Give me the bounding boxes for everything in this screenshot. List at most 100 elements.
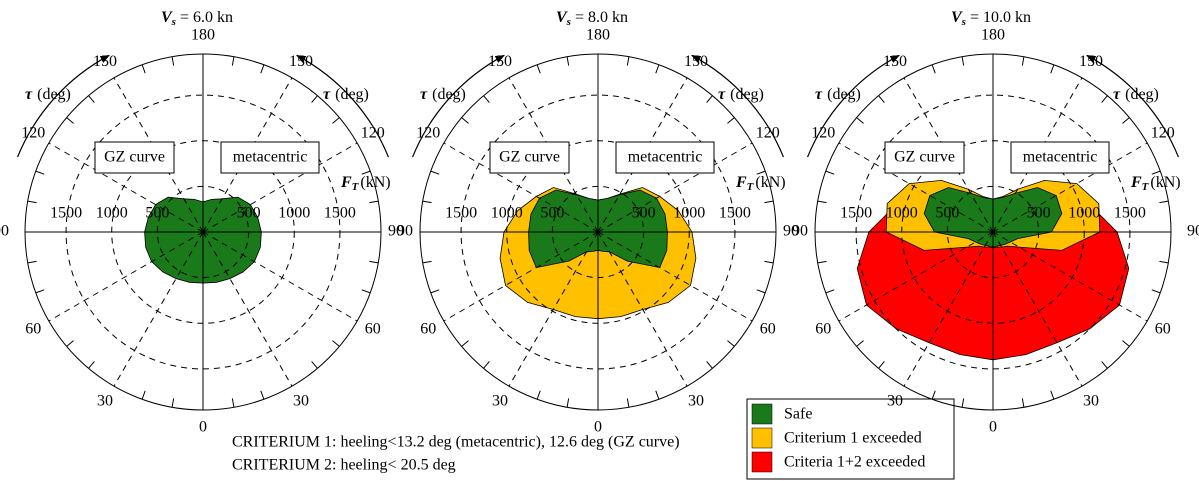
minor-tick xyxy=(817,200,827,204)
theta-tick-label: 30 xyxy=(1083,392,1099,409)
spoke xyxy=(443,142,599,233)
footnote: CRITERIUM 2: heeling< 20.5 deg xyxy=(232,457,456,474)
minor-tick xyxy=(856,117,864,124)
left-label: GZ curve xyxy=(499,149,560,166)
r-tick-label: 500 xyxy=(145,205,169,222)
theta-tick-label: 30 xyxy=(492,392,508,409)
r-label-unit: (kN) xyxy=(360,174,390,191)
minor-tick xyxy=(141,64,146,74)
r-label-var: F xyxy=(735,174,747,191)
r-label-var: F xyxy=(1130,174,1142,191)
minor-tick xyxy=(171,398,175,408)
minor-tick xyxy=(1021,56,1025,66)
minor-tick xyxy=(626,56,630,66)
title-sub: s xyxy=(171,16,176,28)
r-tick-label: 1000 xyxy=(1068,205,1100,222)
r-axis-label: FT (kN) xyxy=(1130,174,1181,193)
theta-tick-label: 0 xyxy=(199,419,207,436)
minor-tick xyxy=(817,260,827,264)
r-tick-label: 1500 xyxy=(445,205,477,222)
minor-tick xyxy=(825,170,835,175)
minor-tick xyxy=(311,95,318,103)
minor-tick xyxy=(764,260,774,264)
theta-tick-label: 150 xyxy=(684,53,708,70)
theta-tick-label: 60 xyxy=(1155,321,1171,338)
title-var: V xyxy=(161,9,173,26)
minor-tick xyxy=(566,398,570,408)
r-tick-label: 500 xyxy=(540,205,564,222)
spoke xyxy=(202,231,293,387)
minor-tick xyxy=(1159,200,1169,204)
theta-tick-label: 60 xyxy=(815,321,831,338)
minor-tick xyxy=(727,117,735,124)
theta-tick-label: 180 xyxy=(586,27,610,44)
minor-tick xyxy=(727,340,735,347)
legend-box xyxy=(746,398,955,480)
theta-axis-label: τ (deg) xyxy=(323,86,369,103)
theta-arrow xyxy=(1086,54,1179,158)
minor-tick xyxy=(332,340,340,347)
minor-tick xyxy=(1122,117,1130,124)
title-rest: = 10.0 kn xyxy=(970,9,1031,26)
minor-tick xyxy=(422,200,432,204)
minor-tick xyxy=(1021,398,1025,408)
theta-tick-label: 150 xyxy=(488,53,512,70)
minor-tick xyxy=(931,64,936,74)
r-label-unit: (kN) xyxy=(755,174,785,191)
title-sub: s xyxy=(566,16,571,28)
r-label-var: F xyxy=(340,174,352,191)
minor-tick xyxy=(35,170,45,175)
theta-tick-label: 150 xyxy=(289,53,313,70)
theta-axis-label: τ (deg) xyxy=(1113,86,1159,103)
spoke xyxy=(443,231,599,322)
minor-tick xyxy=(430,289,440,294)
r-tick-label: 1500 xyxy=(840,205,872,222)
minor-tick xyxy=(655,390,660,400)
chart-title: Vs = 8.0 kn xyxy=(556,9,628,28)
minor-tick xyxy=(756,289,766,294)
spoke xyxy=(202,231,358,322)
theta-label-var: τ xyxy=(323,86,331,103)
theta-tick-label: 60 xyxy=(365,321,381,338)
title-rest: = 8.0 kn xyxy=(575,9,628,26)
theta-tick-label: 90 xyxy=(783,223,799,240)
label-box xyxy=(615,141,715,174)
left-label: GZ curve xyxy=(104,149,165,166)
theta-label-var: τ xyxy=(420,86,428,103)
theta-label-var: τ xyxy=(718,86,726,103)
minor-tick xyxy=(483,361,490,369)
r-tick-label: 500 xyxy=(935,205,959,222)
theta-tick-label: 90 xyxy=(388,223,404,240)
theta-tick-label: 90 xyxy=(0,223,9,240)
r-label-sub: T xyxy=(1142,181,1150,193)
theta-label-unit: (deg) xyxy=(730,86,764,103)
theta-tick-label: 150 xyxy=(1079,53,1103,70)
theta-tick-label: 30 xyxy=(97,392,113,409)
theta-tick-label: 30 xyxy=(293,392,309,409)
legend-label: Criteria 1+2 exceeded xyxy=(784,454,925,471)
minor-tick xyxy=(171,56,175,66)
minor-tick xyxy=(1101,361,1108,369)
spoke xyxy=(48,231,204,322)
minor-tick xyxy=(422,260,432,264)
minor-tick xyxy=(961,398,965,408)
legend-swatch xyxy=(751,427,773,449)
r-label-sub: T xyxy=(747,181,755,193)
minor-tick xyxy=(231,56,235,66)
minor-tick xyxy=(35,289,45,294)
label-box xyxy=(489,141,570,174)
theta-label-unit: (deg) xyxy=(827,86,861,103)
minor-tick xyxy=(361,289,371,294)
minor-tick xyxy=(1151,170,1161,175)
r-tick-label: 1000 xyxy=(886,205,918,222)
r-tick-label: 1500 xyxy=(50,205,82,222)
spoke xyxy=(992,231,1148,322)
right-label: metacentric xyxy=(1023,149,1098,166)
theta-label-var: τ xyxy=(25,86,33,103)
legend-swatch xyxy=(751,403,773,425)
spoke xyxy=(202,142,358,233)
minor-tick xyxy=(483,95,490,103)
footnote: CRITERIUM 1: heeling<13.2 deg (metacentr… xyxy=(232,434,680,451)
minor-tick xyxy=(88,95,95,103)
left-label: GZ curve xyxy=(894,149,955,166)
